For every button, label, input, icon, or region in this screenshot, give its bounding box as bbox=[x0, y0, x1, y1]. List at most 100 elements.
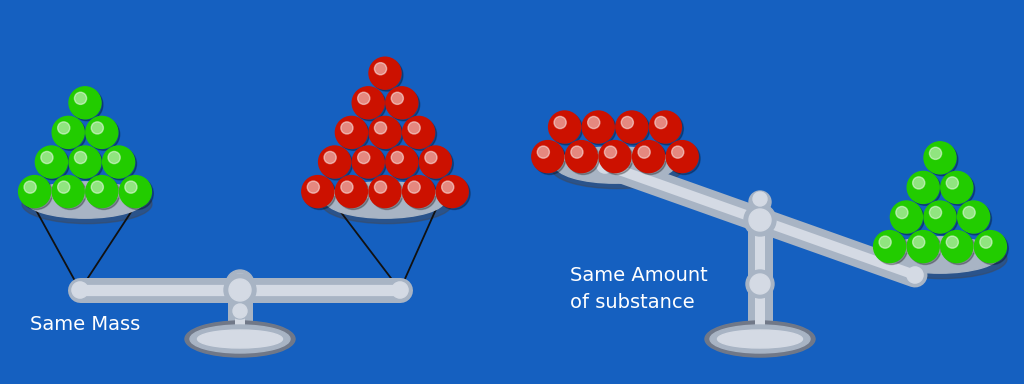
Circle shape bbox=[229, 297, 251, 319]
Circle shape bbox=[54, 118, 86, 150]
Circle shape bbox=[892, 203, 925, 235]
Ellipse shape bbox=[190, 325, 290, 353]
Circle shape bbox=[746, 270, 774, 298]
Circle shape bbox=[71, 89, 103, 121]
Circle shape bbox=[318, 146, 350, 178]
Circle shape bbox=[876, 233, 907, 265]
Circle shape bbox=[120, 175, 152, 208]
Circle shape bbox=[402, 175, 434, 208]
Circle shape bbox=[896, 207, 908, 218]
Circle shape bbox=[336, 175, 368, 208]
Circle shape bbox=[341, 122, 353, 134]
Circle shape bbox=[912, 236, 925, 248]
Ellipse shape bbox=[710, 325, 810, 353]
Circle shape bbox=[109, 151, 120, 164]
Circle shape bbox=[57, 181, 70, 193]
Circle shape bbox=[638, 146, 650, 158]
Circle shape bbox=[750, 274, 770, 294]
Circle shape bbox=[75, 151, 87, 164]
Circle shape bbox=[341, 181, 353, 193]
Circle shape bbox=[622, 116, 634, 129]
Circle shape bbox=[369, 175, 401, 208]
Ellipse shape bbox=[883, 243, 997, 253]
Circle shape bbox=[943, 173, 975, 205]
Circle shape bbox=[307, 181, 319, 193]
Circle shape bbox=[375, 63, 387, 75]
Circle shape bbox=[391, 151, 403, 164]
Circle shape bbox=[104, 148, 136, 180]
Ellipse shape bbox=[28, 188, 142, 198]
Circle shape bbox=[633, 141, 665, 172]
Circle shape bbox=[52, 116, 84, 148]
Circle shape bbox=[75, 92, 87, 104]
Circle shape bbox=[91, 181, 103, 193]
Circle shape bbox=[408, 122, 420, 134]
Ellipse shape bbox=[25, 182, 145, 218]
Circle shape bbox=[976, 233, 1009, 265]
Circle shape bbox=[617, 113, 649, 145]
Circle shape bbox=[926, 203, 957, 235]
Ellipse shape bbox=[880, 237, 1000, 273]
Circle shape bbox=[912, 177, 925, 189]
Circle shape bbox=[352, 146, 384, 178]
Circle shape bbox=[744, 204, 776, 236]
Circle shape bbox=[357, 151, 370, 164]
Circle shape bbox=[668, 142, 700, 174]
Circle shape bbox=[963, 207, 975, 218]
Circle shape bbox=[551, 113, 583, 145]
Circle shape bbox=[336, 116, 368, 148]
Circle shape bbox=[554, 116, 566, 129]
Circle shape bbox=[941, 171, 973, 204]
Circle shape bbox=[408, 181, 420, 193]
Circle shape bbox=[18, 175, 50, 208]
Circle shape bbox=[371, 118, 402, 150]
Ellipse shape bbox=[325, 182, 445, 218]
Circle shape bbox=[649, 111, 681, 143]
Circle shape bbox=[24, 181, 36, 193]
Circle shape bbox=[352, 87, 384, 119]
Circle shape bbox=[946, 236, 958, 248]
Circle shape bbox=[371, 59, 402, 91]
Circle shape bbox=[438, 187, 449, 197]
Circle shape bbox=[337, 177, 370, 210]
Circle shape bbox=[924, 142, 956, 174]
Circle shape bbox=[404, 177, 436, 210]
Circle shape bbox=[357, 92, 370, 104]
Circle shape bbox=[88, 118, 120, 150]
Circle shape bbox=[125, 181, 137, 193]
Circle shape bbox=[941, 231, 973, 263]
Circle shape bbox=[69, 87, 101, 119]
Circle shape bbox=[946, 177, 958, 189]
Circle shape bbox=[57, 122, 70, 134]
Circle shape bbox=[91, 122, 103, 134]
Circle shape bbox=[36, 146, 68, 178]
Circle shape bbox=[993, 242, 1002, 252]
Circle shape bbox=[879, 236, 891, 248]
Circle shape bbox=[88, 177, 120, 210]
Circle shape bbox=[404, 118, 436, 150]
Circle shape bbox=[753, 192, 767, 206]
Ellipse shape bbox=[185, 321, 295, 357]
Circle shape bbox=[907, 231, 939, 263]
Circle shape bbox=[22, 187, 32, 197]
Circle shape bbox=[420, 146, 452, 178]
Ellipse shape bbox=[877, 239, 1007, 279]
Circle shape bbox=[233, 304, 247, 318]
Circle shape bbox=[531, 141, 564, 172]
Circle shape bbox=[52, 175, 84, 208]
Circle shape bbox=[402, 116, 434, 148]
Circle shape bbox=[121, 177, 154, 210]
Circle shape bbox=[604, 146, 616, 158]
Circle shape bbox=[930, 147, 942, 159]
Circle shape bbox=[322, 187, 332, 197]
Circle shape bbox=[138, 187, 148, 197]
Circle shape bbox=[672, 146, 684, 158]
Text: Same Amount
of substance: Same Amount of substance bbox=[570, 266, 708, 312]
Circle shape bbox=[749, 191, 771, 213]
Circle shape bbox=[20, 177, 52, 210]
Circle shape bbox=[959, 203, 991, 235]
Circle shape bbox=[909, 173, 941, 205]
Circle shape bbox=[601, 142, 633, 174]
Circle shape bbox=[54, 177, 86, 210]
Circle shape bbox=[388, 148, 420, 180]
